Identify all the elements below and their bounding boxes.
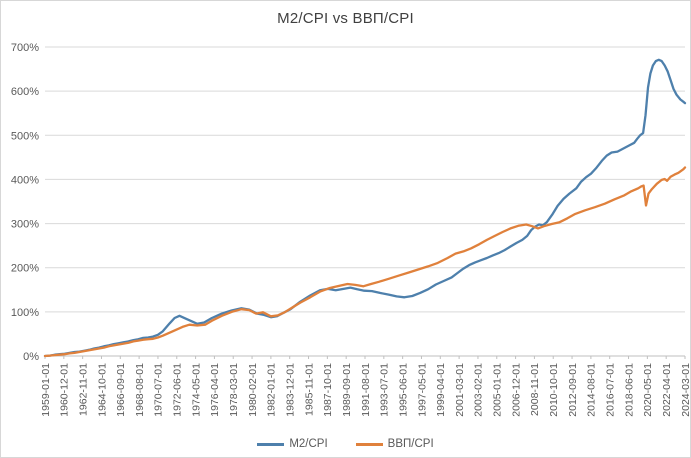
- legend-label-m2-cpi: M2/CPI: [289, 438, 328, 450]
- y-tick-label: 200%: [11, 263, 39, 275]
- x-tick-label: 1980-02-01: [247, 363, 259, 417]
- x-tick-label: 1972-06-01: [172, 363, 184, 417]
- series-line-ВВП/CPI: [43, 166, 687, 358]
- x-tick-label: 2018-06-01: [623, 363, 635, 417]
- series-line-M2/CPI: [43, 58, 687, 358]
- x-tick-label: 1989-09-01: [341, 363, 353, 417]
- x-tick-label: 2010-10-01: [548, 363, 560, 417]
- x-tick-label: 1993-07-01: [379, 363, 391, 417]
- x-tick-label: 2005-01-01: [492, 363, 504, 417]
- legend-label-vvp-cpi: ВВП/CPI: [387, 438, 434, 450]
- x-tick-label: 2022-04-01: [661, 363, 673, 417]
- x-tick-label: 1985-11-01: [303, 363, 315, 416]
- x-tick-label: 2003-02-01: [473, 363, 485, 417]
- x-tick-label: 1999-04-01: [435, 363, 447, 417]
- x-tick-label: 1983-12-01: [285, 363, 297, 417]
- y-tick-label: 400%: [11, 174, 39, 186]
- x-tick-label: 1960-12-01: [59, 363, 71, 417]
- y-tick-label: 0%: [23, 351, 39, 363]
- legend: M2/CPI ВВП/CPI: [1, 438, 690, 450]
- x-tick-label: 2012-09-01: [567, 363, 579, 417]
- x-tick-label: 2008-11-01: [529, 363, 541, 416]
- x-tick-label: 1987-10-01: [322, 363, 334, 417]
- x-tick-label: 2006-12-01: [510, 363, 522, 417]
- x-tick-label: 1982-01-01: [266, 363, 278, 417]
- x-tick-label: 2016-07-01: [605, 363, 617, 417]
- x-tick-label: 1970-07-01: [153, 363, 165, 417]
- chart-title: M2/CPI vs ВВП/CPI: [277, 10, 414, 27]
- x-tick-label: 1995-06-01: [397, 363, 409, 417]
- x-tick-label: 1991-08-01: [360, 363, 372, 417]
- y-tick-label: 700%: [11, 42, 39, 54]
- x-tick-label: 1966-09-01: [115, 363, 127, 417]
- x-tick-label: 1976-04-01: [209, 363, 221, 417]
- x-tick-label: 2020-05-01: [642, 363, 654, 417]
- legend-item-vvp-cpi: ВВП/CPI: [355, 438, 434, 450]
- x-tick-label: 1974-05-01: [190, 363, 202, 417]
- x-tick-label: 2014-08-01: [586, 363, 598, 417]
- x-tick-label: 1978-03-01: [228, 363, 240, 417]
- y-tick-label: 100%: [11, 307, 39, 319]
- legend-line-sample-vvp-cpi: [355, 442, 383, 446]
- x-tick-label: 1968-08-01: [134, 363, 146, 417]
- legend-item-m2-cpi: M2/CPI: [257, 438, 328, 450]
- x-tick-label: 2001-03-01: [454, 363, 466, 417]
- y-tick-label: 500%: [11, 130, 39, 142]
- legend-line-sample-m2-cpi: [257, 442, 285, 446]
- x-tick-label: 1997-05-01: [416, 363, 428, 417]
- x-tick-label: 1959-01-01: [40, 363, 52, 417]
- y-tick-label: 300%: [11, 219, 39, 231]
- x-tick-label: 2024-03-01: [680, 363, 691, 417]
- y-tick-label: 600%: [11, 86, 39, 98]
- x-tick-label: 1962-11-01: [77, 363, 89, 416]
- x-tick-label: 1964-10-01: [96, 363, 108, 417]
